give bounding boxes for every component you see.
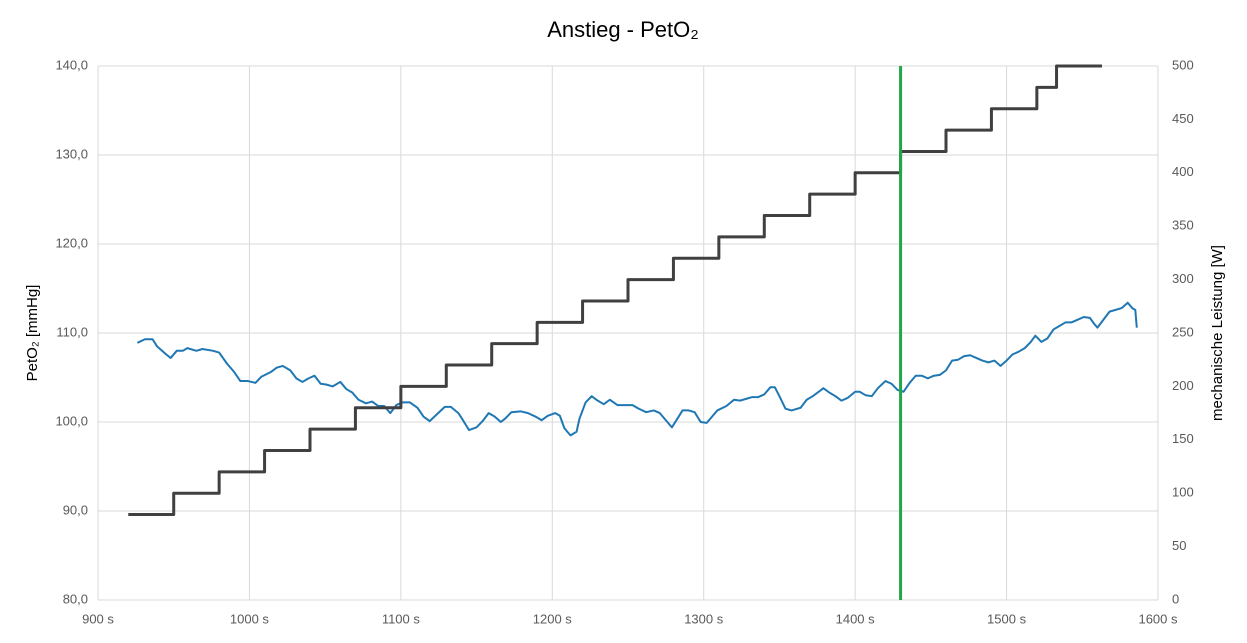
y2-tick-label: 450: [1172, 111, 1194, 126]
y-tick-label: 120,0: [55, 235, 88, 250]
y-axis-label: PetO₂ [mmHg]: [24, 285, 41, 382]
chart-title: Anstieg - PetO₂: [547, 17, 699, 42]
x-tick-label: 900 s: [82, 611, 114, 626]
y2-axis-label: mechanische Leistung [W]: [1209, 245, 1226, 421]
y-tick-label: 80,0: [63, 591, 88, 606]
x-tick-label: 1300 s: [684, 611, 724, 626]
x-tick-label: 1000 s: [230, 611, 270, 626]
y-tick-label: 100,0: [55, 413, 88, 428]
x-tick-label: 1400 s: [836, 611, 876, 626]
y2-tick-label: 250: [1172, 324, 1194, 339]
y-tick-label: 130,0: [55, 146, 88, 161]
y2-tick-label: 100: [1172, 485, 1194, 500]
y2-tick-label: 0: [1172, 591, 1179, 606]
x-tick-label: 1500 s: [987, 611, 1027, 626]
y2-tick-label: 350: [1172, 218, 1194, 233]
data-line: [128, 64, 1102, 517]
y2-tick-label: 50: [1172, 538, 1186, 553]
x-tick-label: 1600 s: [1138, 611, 1178, 626]
y-tick-label: 140,0: [55, 57, 88, 72]
y-tick-label: 110,0: [56, 324, 88, 339]
y2-tick-label: 200: [1172, 378, 1194, 393]
x-tick-label: 1100 s: [382, 611, 421, 626]
y2-tick-label: 400: [1172, 164, 1194, 179]
y2-tick-label: 300: [1172, 271, 1194, 286]
y2-tick-label: 150: [1172, 431, 1194, 446]
data-line: [136, 301, 1138, 437]
x-tick-label: 1200 s: [533, 611, 573, 626]
y-tick-label: 90,0: [63, 502, 88, 517]
y2-tick-label: 500: [1172, 57, 1194, 72]
